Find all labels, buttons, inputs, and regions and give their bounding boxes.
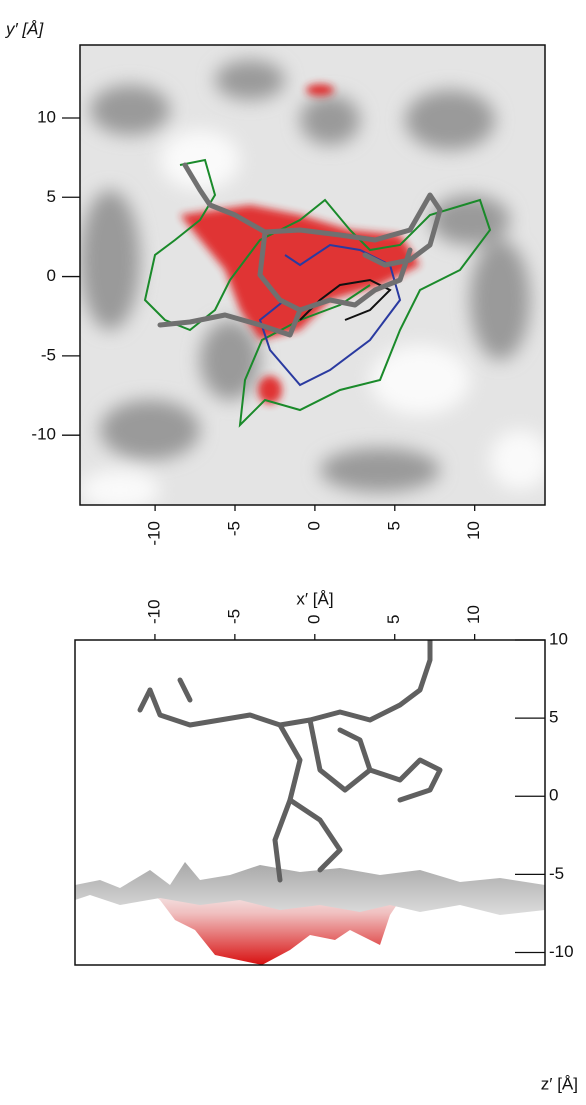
plot-frame bbox=[74, 639, 546, 966]
x-tick-label: 5 bbox=[384, 521, 403, 530]
x-tick-label: -10 bbox=[145, 521, 164, 546]
x-axis-label: x′ [Å] bbox=[296, 589, 333, 608]
x-tick-label: 0 bbox=[304, 521, 323, 530]
x-tick-label: -5 bbox=[224, 609, 243, 624]
y-tick-label: -5 bbox=[41, 345, 56, 364]
y-axis-label: z′ [Å] bbox=[541, 1074, 578, 1093]
y-tick-label: 5 bbox=[549, 708, 558, 727]
y-tick-label: 0 bbox=[549, 786, 558, 805]
x-tick-label: -5 bbox=[224, 521, 243, 536]
x-tick-label: -10 bbox=[144, 599, 163, 624]
y-tick-label: -10 bbox=[549, 942, 574, 961]
y-tick-label: 0 bbox=[47, 266, 56, 285]
x-tick-label: 10 bbox=[464, 605, 483, 624]
surface-render bbox=[75, 640, 545, 965]
x-tick-label: 10 bbox=[464, 521, 483, 540]
x-tick-label: 0 bbox=[304, 615, 323, 624]
y-tick-label: 10 bbox=[37, 107, 56, 126]
y-tick-label: 10 bbox=[549, 629, 568, 648]
y-tick-label: 5 bbox=[47, 187, 56, 206]
y-tick-label: -10 bbox=[31, 425, 56, 444]
y-axis-label: y′ [Å] bbox=[5, 19, 44, 38]
x-tick-label: 5 bbox=[384, 615, 403, 624]
plot-frame bbox=[79, 44, 546, 506]
y-tick-label: -5 bbox=[549, 864, 564, 883]
density-map bbox=[80, 45, 545, 505]
